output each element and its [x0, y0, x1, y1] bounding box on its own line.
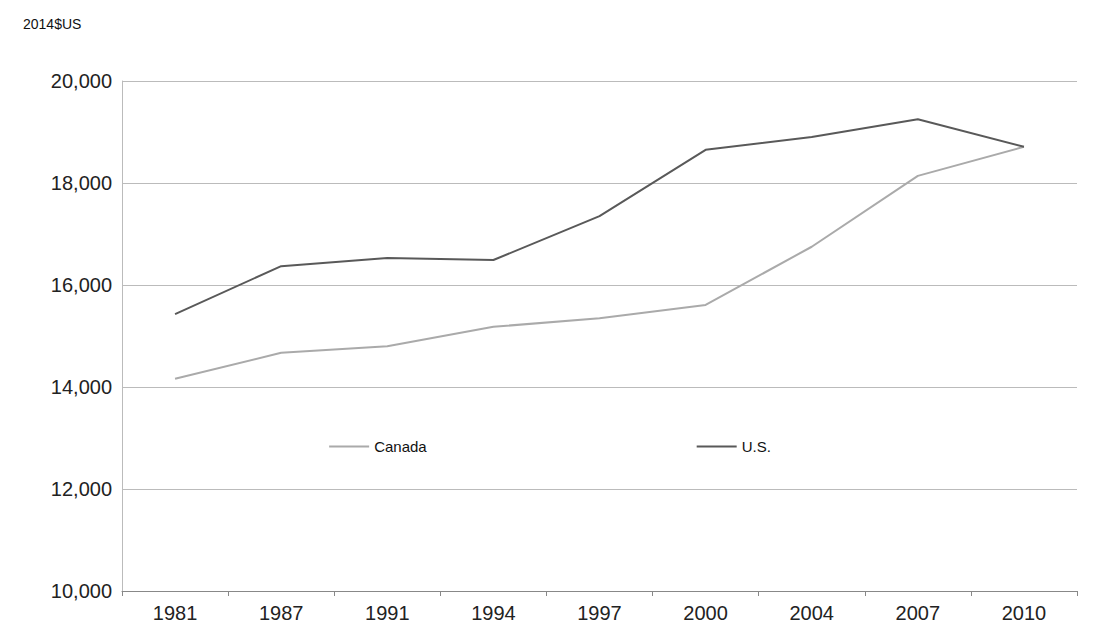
svg-text:2007: 2007 — [896, 602, 941, 624]
svg-text:1987: 1987 — [259, 602, 304, 624]
svg-text:1991: 1991 — [365, 602, 410, 624]
svg-text:2000: 2000 — [683, 602, 728, 624]
svg-text:20,000: 20,000 — [51, 70, 112, 92]
svg-text:U.S.: U.S. — [742, 438, 771, 455]
svg-text:2004: 2004 — [789, 602, 834, 624]
svg-text:14,000: 14,000 — [51, 376, 112, 398]
svg-text:1994: 1994 — [471, 602, 516, 624]
svg-text:16,000: 16,000 — [51, 274, 112, 296]
svg-text:Canada: Canada — [374, 438, 427, 455]
svg-text:2014$US: 2014$US — [23, 16, 81, 32]
svg-text:18,000: 18,000 — [51, 172, 112, 194]
svg-text:12,000: 12,000 — [51, 478, 112, 500]
svg-text:2010: 2010 — [1002, 602, 1046, 624]
svg-text:10,000: 10,000 — [51, 580, 112, 602]
svg-text:1981: 1981 — [153, 602, 198, 624]
svg-text:1997: 1997 — [577, 602, 622, 624]
